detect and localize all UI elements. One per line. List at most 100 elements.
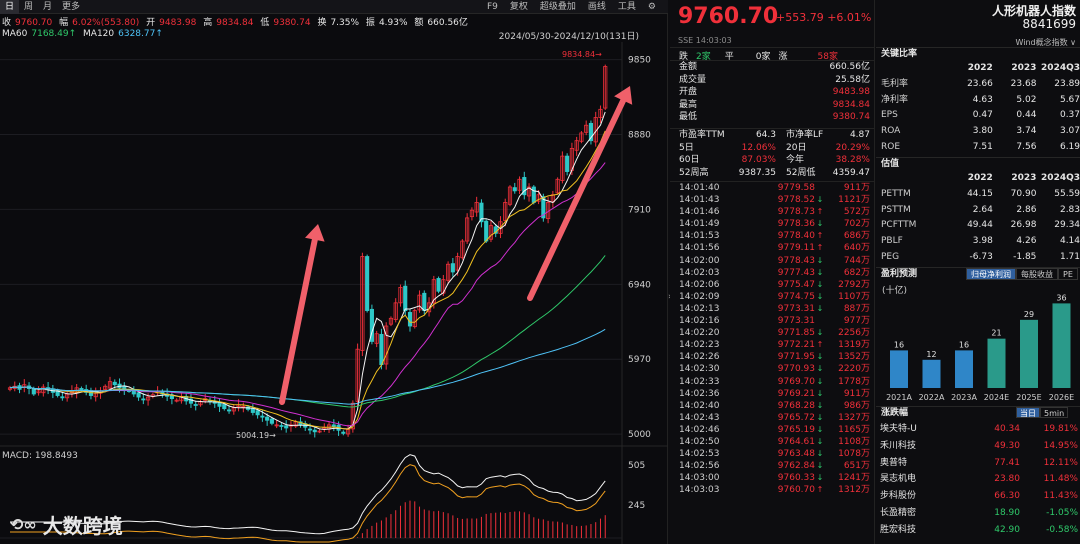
- down-label: 跌: [679, 52, 689, 62]
- peer-change: -1.05%: [1046, 507, 1078, 518]
- tab-more[interactable]: 更多: [62, 1, 81, 12]
- tab-5min[interactable]: 5min: [1040, 407, 1069, 418]
- settings-icon[interactable]: ⚙: [647, 2, 656, 12]
- candle-body: [284, 425, 289, 429]
- tab-net-profit[interactable]: 归母净利润: [966, 268, 1016, 280]
- peer-price: 77.41: [994, 457, 1020, 468]
- tab-today[interactable]: 当日: [1016, 407, 1040, 418]
- stat-row: 开盘 9483.98: [670, 86, 875, 99]
- year-header: [881, 171, 949, 187]
- candle-body: [503, 202, 508, 221]
- candle-body: [507, 186, 513, 205]
- tick-volume: 651万: [843, 461, 870, 472]
- macd-dea-line: [10, 464, 606, 543]
- candle-body: [407, 312, 413, 327]
- forecast-bar: [1020, 319, 1038, 388]
- metric-value: 0.44: [1016, 110, 1037, 121]
- candle-body: [307, 428, 313, 431]
- tab-eps[interactable]: 每股收益: [1016, 268, 1058, 280]
- tab-month[interactable]: 月: [43, 1, 53, 12]
- tick-row: 14:02:03 9777.43 ↓ 682万: [670, 267, 875, 279]
- candle-body: [422, 292, 427, 311]
- tick-time: 14:02:16: [679, 316, 720, 327]
- stat-row: 最低 9380.74: [670, 111, 875, 124]
- tick-row: 14:01:43 9778.52 ↓ 1121万: [670, 194, 875, 206]
- forecast-title: 盈利预测: [876, 267, 1080, 280]
- adjust-button[interactable]: 复权: [509, 2, 528, 12]
- tick-list[interactable]: 14:01:40 9779.58 911万 14:01:43 9778.52 ↓ 1121万…: [670, 181, 875, 496]
- tick-row: 14:02:50 9764.61 ↓ 1108万: [670, 436, 875, 448]
- amount-label: 额: [414, 18, 424, 28]
- peer-change: 12.11%: [1043, 457, 1078, 468]
- metric-value: -1.85: [1013, 251, 1037, 262]
- forecast-bar-label: 29: [1024, 310, 1034, 319]
- table-row: PSTTM 2.64 2.86 2.83: [876, 203, 1080, 219]
- candle-body: [403, 285, 408, 311]
- peer-price: 49.30: [994, 440, 1020, 451]
- period-toolbar: 日 周 月 更多 F9 复权 超级叠加 画线 工具 ⚙: [0, 0, 668, 14]
- down-count: 2家: [696, 52, 711, 62]
- down-arrow-icon: ↓: [816, 388, 824, 398]
- tick-row: 14:01:49 9778.36 ↓ 702万: [670, 218, 875, 230]
- candle-body: [250, 408, 255, 413]
- year-header: 2024Q3: [1041, 63, 1080, 73]
- tick-row: 14:02:46 9765.19 ↓ 1165万: [670, 424, 875, 436]
- forecast-category: 2025E: [1016, 393, 1041, 402]
- tick-price: 9778.52: [777, 195, 815, 206]
- tick-time: 14:02:26: [679, 352, 720, 363]
- forecast-bar: [922, 359, 941, 388]
- y-tick-label: 5970: [628, 355, 651, 365]
- f9-button[interactable]: F9: [486, 2, 498, 12]
- tick-row: 14:01:40 9779.58 911万: [670, 182, 875, 194]
- candle-body: [136, 392, 141, 398]
- metric-value: 7.51: [972, 141, 993, 152]
- candle-body: [522, 177, 527, 196]
- tick-price: 9773.31: [777, 316, 815, 327]
- metric-value: 26.98: [1010, 220, 1037, 231]
- tick-price: 9769.21: [777, 388, 815, 399]
- index-category-dropdown[interactable]: Wind概念指数 ∨: [1015, 38, 1076, 47]
- stat-value: 9834.84: [832, 99, 870, 110]
- candle-body: [255, 410, 260, 416]
- candle-body: [103, 385, 108, 391]
- kline-chart[interactable]: 9850 8880 7910 6940 5970 5000 9834.84→ 5004.19→…: [0, 42, 668, 544]
- metric-label: PETTM: [881, 188, 911, 199]
- tab-week[interactable]: 周: [24, 1, 34, 12]
- candle-body: [512, 187, 517, 192]
- metric-label: ROE: [881, 141, 901, 152]
- up-arrow-icon: ↑: [816, 340, 824, 350]
- tick-volume: 1778万: [838, 376, 870, 387]
- peer-price: 40.34: [994, 424, 1020, 434]
- table-row: PCFTTM 49.44 26.98 29.34: [876, 218, 1080, 234]
- metric-value: 3.74: [1016, 126, 1037, 137]
- metric-value: 44.15: [967, 188, 993, 199]
- y-tick-label: 8880: [628, 130, 651, 140]
- draw-line-button[interactable]: 画线: [587, 2, 606, 12]
- tab-day[interactable]: 日: [0, 0, 20, 14]
- tick-price: 9778.40: [777, 231, 815, 242]
- candle-body: [579, 132, 584, 142]
- peer-name: 禾川科技: [880, 440, 917, 451]
- candle-body: [388, 317, 394, 325]
- amount-value: 660.56亿: [427, 18, 468, 28]
- tools-button[interactable]: 工具: [617, 2, 636, 12]
- up-arrow-icon: ↑: [816, 207, 824, 217]
- tick-row: 14:02:36 9769.21 ↓ 911万: [670, 388, 875, 400]
- peer-row: 昊志机电 23.80 11.48%: [876, 471, 1080, 488]
- forecast-bar: [955, 350, 973, 388]
- macd-label: MACD: 198.8493: [2, 451, 78, 461]
- ma20-line: [9, 162, 606, 427]
- exchange-time: SSE 14:03:03: [678, 36, 732, 45]
- tick-row: 14:02:26 9771.95 ↓ 1352万: [670, 351, 875, 363]
- candle-body: [384, 325, 389, 365]
- candle-body: [269, 418, 274, 424]
- tab-pe[interactable]: PE: [1058, 268, 1078, 280]
- ratio-value: 64.3: [755, 130, 776, 140]
- tick-volume: 1241万: [838, 473, 870, 484]
- forecast-bar-label: 16: [959, 340, 969, 349]
- overlay-button[interactable]: 超级叠加: [539, 2, 576, 12]
- candle-body: [222, 404, 227, 410]
- candle-body: [188, 398, 194, 404]
- candle-body: [31, 388, 36, 395]
- metric-label: PCFTTM: [881, 220, 917, 231]
